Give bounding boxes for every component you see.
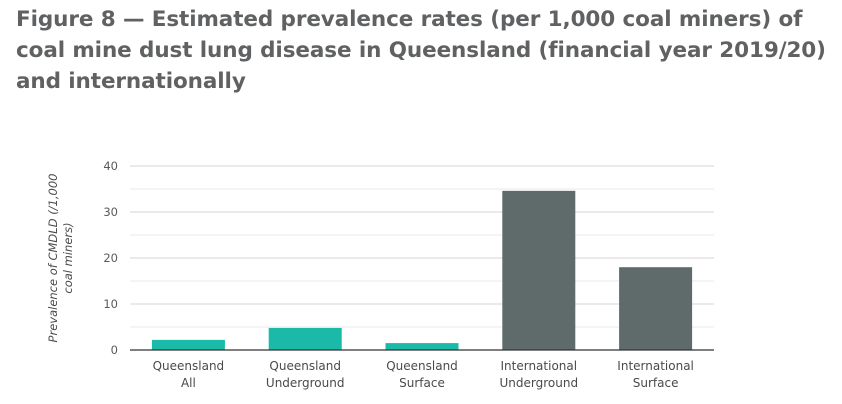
bar (619, 267, 693, 350)
x-tick-label: International Underground (500, 359, 579, 390)
bar (385, 343, 459, 350)
x-tick-label-line: Queensland (269, 359, 341, 373)
y-axis-label-line: Prevalence of CMDLD (/1,000 (46, 174, 60, 343)
x-tick-label-line: Surface (633, 376, 679, 390)
bar (268, 327, 342, 350)
y-tick-label: 20 (103, 251, 118, 265)
x-tick-label-line: Queensland (386, 359, 458, 373)
x-tick-label-line: Queensland (153, 359, 225, 373)
x-tick-label-line: Underground (500, 376, 579, 390)
x-tick-label: Queensland Underground (266, 359, 345, 390)
x-tick-label-line: Surface (399, 376, 445, 390)
x-tick-label: International Surface (617, 359, 694, 390)
y-tick-label: 0 (111, 343, 118, 357)
y-axis-label: Prevalence of CMDLD (/1,000coal miners) (46, 174, 75, 343)
chart-title: Figure 8 — Estimated prevalence rates (p… (16, 7, 826, 94)
bar (151, 339, 225, 350)
gridlines (130, 165, 714, 328)
y-tick-label: 40 (103, 159, 118, 173)
x-tick-label-line: Underground (266, 376, 345, 390)
x-tick-label-line: All (181, 376, 196, 390)
y-tick-label: 10 (103, 297, 118, 311)
y-axis-ticks: 0 10 20 30 40 (103, 159, 118, 357)
x-tick-label: Queensland Surface (386, 359, 458, 390)
x-tick-label-line: International (501, 359, 578, 373)
y-tick-label: 30 (103, 205, 118, 219)
x-tick-label-line: International (617, 359, 694, 373)
x-tick-label: Queensland All (153, 359, 225, 390)
y-axis-label-line: coal miners) (61, 222, 75, 293)
bars (151, 190, 693, 350)
bar (502, 190, 576, 350)
